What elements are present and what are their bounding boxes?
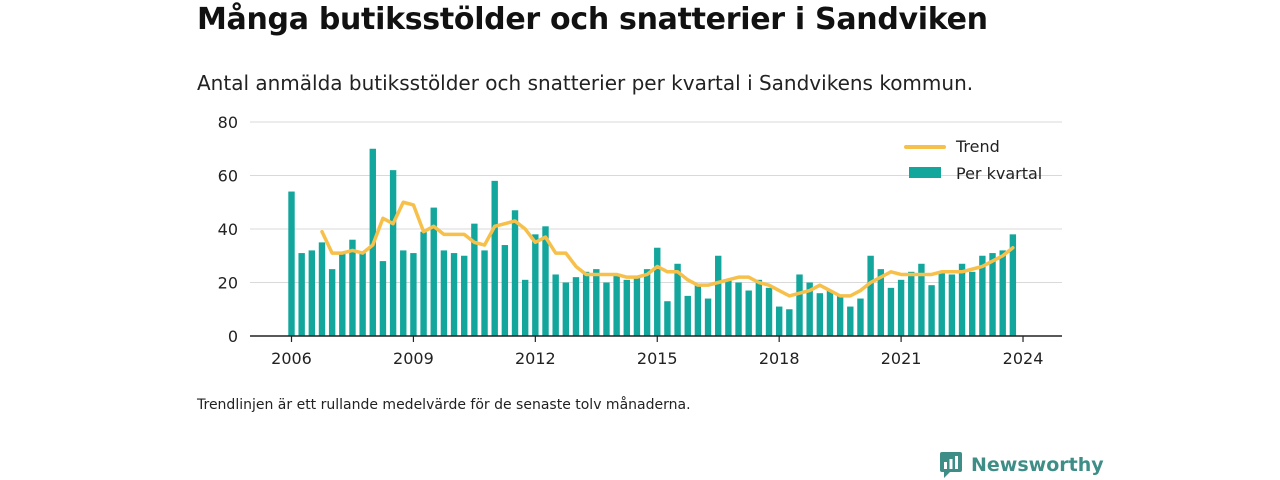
bar <box>633 277 641 336</box>
bar <box>298 253 305 336</box>
bar <box>359 253 366 336</box>
bar <box>379 261 387 336</box>
x-tick-label: 2018 <box>759 349 800 368</box>
x-tick-label: 2006 <box>271 349 312 368</box>
bar <box>328 269 336 337</box>
y-tick-label: 80 <box>218 113 238 132</box>
bar <box>654 247 661 336</box>
bar <box>938 271 945 336</box>
bar <box>440 250 448 336</box>
bar <box>410 253 417 336</box>
bar <box>339 253 346 336</box>
trend-line <box>320 200 1015 298</box>
bar <box>867 255 874 336</box>
brand[interactable]: Newsworthy <box>939 451 1104 479</box>
bar <box>857 298 864 336</box>
bar <box>745 290 752 336</box>
bar <box>603 282 610 336</box>
bar <box>471 223 478 336</box>
bar <box>521 279 529 336</box>
bar <box>989 253 996 336</box>
y-tick-label: 0 <box>228 327 238 346</box>
bar <box>704 298 712 336</box>
bar <box>684 295 691 337</box>
y-tick-label: 20 <box>218 274 238 293</box>
bar <box>786 309 793 336</box>
bar <box>897 279 905 336</box>
bar <box>643 269 651 337</box>
bar <box>562 282 570 336</box>
bar <box>593 269 600 337</box>
x-tick-label: 2015 <box>637 349 678 368</box>
x-tick-label: 2012 <box>515 349 556 368</box>
bar <box>979 255 986 336</box>
bar <box>552 274 559 336</box>
bar <box>582 271 590 336</box>
newsworthy-logo-icon <box>940 452 962 478</box>
bar <box>826 290 834 336</box>
y-tick-label: 40 <box>218 220 238 239</box>
bar <box>501 245 509 336</box>
bar <box>735 282 742 336</box>
legend-bar-swatch <box>909 167 941 178</box>
bar <box>461 255 468 336</box>
bar <box>572 277 580 336</box>
bar <box>389 170 397 336</box>
bar <box>969 271 976 336</box>
x-tick-label: 2009 <box>393 349 434 368</box>
bar <box>613 274 620 336</box>
bar <box>816 293 824 336</box>
bar <box>806 282 813 336</box>
bar <box>796 274 803 336</box>
bar <box>694 285 702 336</box>
chart-subtitle: Antal anmälda butiksstölder och snatteri… <box>197 71 974 95</box>
bar <box>1009 234 1017 336</box>
bar <box>725 279 732 336</box>
bar <box>877 269 884 337</box>
bar <box>765 287 773 336</box>
y-tick-label: 60 <box>218 167 238 186</box>
bar <box>532 234 539 336</box>
brand-name: Newsworthy <box>971 454 1104 476</box>
bar <box>623 279 630 336</box>
bar <box>318 242 326 337</box>
bar <box>420 231 427 336</box>
bar <box>887 287 895 336</box>
bar <box>918 263 925 336</box>
bar <box>511 210 519 336</box>
bar <box>958 263 966 336</box>
bar <box>664 301 671 336</box>
bar <box>308 250 316 336</box>
bar <box>491 180 498 336</box>
bar <box>948 274 956 336</box>
chart-title: Många butiksstölder och snatterier i San… <box>197 2 988 37</box>
bar <box>349 239 356 336</box>
legend-trend-label: Trend <box>955 137 1000 156</box>
bar <box>908 271 915 336</box>
bar <box>674 263 681 336</box>
bar <box>755 279 763 336</box>
bar <box>836 295 844 337</box>
bar <box>928 285 935 336</box>
footnote: Trendlinjen är ett rullande medelvärde f… <box>197 397 691 413</box>
bar <box>715 255 722 336</box>
bar <box>400 250 407 336</box>
x-tick-label: 2021 <box>881 349 922 368</box>
bar <box>430 207 437 336</box>
bar <box>542 226 549 336</box>
legend-bar-label: Per kvartal <box>956 164 1042 183</box>
bar <box>450 253 458 336</box>
bar <box>481 250 488 336</box>
x-tick-label: 2024 <box>1003 349 1044 368</box>
bar <box>288 191 295 336</box>
bar <box>847 306 854 336</box>
bar <box>999 250 1006 336</box>
bar <box>775 306 783 336</box>
